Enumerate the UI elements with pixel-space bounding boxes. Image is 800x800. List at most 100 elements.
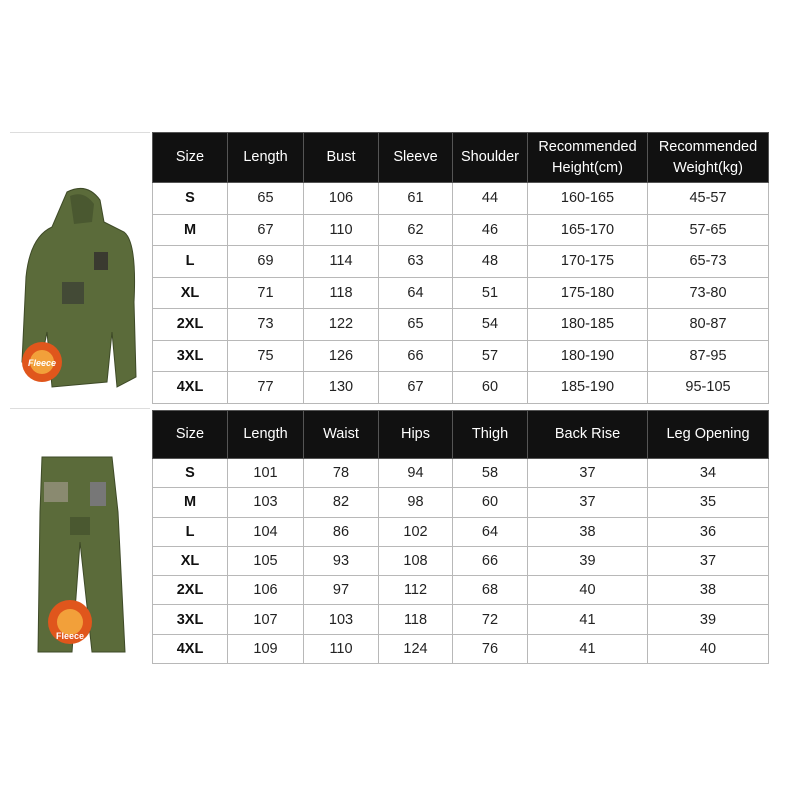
measurement-cell: 108 xyxy=(378,545,453,577)
size-cell: 3XL xyxy=(152,339,228,372)
measurement-cell: 34 xyxy=(647,457,769,489)
measurement-cell: 124 xyxy=(378,633,453,665)
measurement-cell: 65-73 xyxy=(647,245,769,278)
size-cell: 4XL xyxy=(152,633,228,665)
measurement-cell: 170-175 xyxy=(527,245,648,278)
measurement-cell: 68 xyxy=(452,575,528,606)
measurement-cell: 87-95 xyxy=(647,339,769,372)
measurement-cell: 40 xyxy=(527,575,648,606)
measurement-cell: 165-170 xyxy=(527,213,648,246)
measurement-cell: 101 xyxy=(227,457,304,489)
measurement-cell: 185-190 xyxy=(527,371,648,404)
divider xyxy=(10,408,150,409)
table-row: L 69 114 63 48 170-175 65-73 xyxy=(152,245,769,278)
size-cell: L xyxy=(152,516,228,547)
table-row: XL 105 93 108 66 39 37 xyxy=(152,545,769,577)
measurement-cell: 63 xyxy=(378,245,453,278)
pants-size-table: Size Length Waist Hips Thigh Back Rise Leg Ope… xyxy=(152,410,769,665)
table-row: 4XL 77 130 67 60 185-190 95-105 xyxy=(152,371,769,404)
column-header: Size xyxy=(152,410,228,459)
measurement-cell: 73 xyxy=(227,308,304,341)
measurement-cell: 54 xyxy=(452,308,528,341)
measurement-cell: 37 xyxy=(647,545,769,577)
measurement-cell: 94 xyxy=(378,457,453,489)
measurement-cell: 180-190 xyxy=(527,339,648,372)
size-cell: 3XL xyxy=(152,604,228,635)
measurement-cell: 62 xyxy=(378,213,453,246)
measurement-cell: 66 xyxy=(452,545,528,577)
column-header: Length xyxy=(227,132,304,183)
measurement-cell: 39 xyxy=(527,545,648,577)
column-header: Sleeve xyxy=(378,132,453,183)
measurement-cell: 64 xyxy=(452,516,528,547)
measurement-cell: 103 xyxy=(227,487,304,518)
measurement-cell: 41 xyxy=(527,604,648,635)
size-cell: L xyxy=(152,245,228,278)
measurement-cell: 37 xyxy=(527,457,648,489)
measurement-cell: 57 xyxy=(452,339,528,372)
table-row: 4XL 109 110 124 76 41 40 xyxy=(152,633,769,665)
measurement-cell: 37 xyxy=(527,487,648,518)
size-cell: XL xyxy=(152,545,228,577)
measurement-cell: 118 xyxy=(303,276,379,309)
measurement-cell: 44 xyxy=(452,182,528,215)
table-row: 2XL 73 122 65 54 180-185 80-87 xyxy=(152,308,769,341)
measurement-cell: 60 xyxy=(452,371,528,404)
column-header: Waist xyxy=(303,410,379,459)
measurement-cell: 66 xyxy=(378,339,453,372)
measurement-cell: 46 xyxy=(452,213,528,246)
column-header: Thigh xyxy=(452,410,528,459)
measurement-cell: 72 xyxy=(452,604,528,635)
table-row: XL 71 118 64 51 175-180 73-80 xyxy=(152,276,769,309)
measurement-cell: 38 xyxy=(527,516,648,547)
measurement-cell: 80-87 xyxy=(647,308,769,341)
size-cell: S xyxy=(152,182,228,215)
table-row: S 65 106 61 44 160-165 45-57 xyxy=(152,182,769,215)
measurement-cell: 40 xyxy=(647,633,769,665)
measurement-cell: 65 xyxy=(378,308,453,341)
size-cell: 4XL xyxy=(152,371,228,404)
column-header: Bust xyxy=(303,132,379,183)
measurement-cell: 118 xyxy=(378,604,453,635)
fleece-badge: Fleece xyxy=(56,631,84,641)
measurement-cell: 95-105 xyxy=(647,371,769,404)
jacket-image: Fleece xyxy=(21,187,137,388)
measurement-cell: 160-165 xyxy=(527,182,648,215)
divider xyxy=(10,132,150,133)
measurement-cell: 110 xyxy=(303,213,379,246)
pants-image: Fleece xyxy=(37,456,126,653)
column-header: Leg Opening xyxy=(647,410,769,459)
column-header: Hips xyxy=(378,410,453,459)
measurement-cell: 130 xyxy=(303,371,379,404)
table-header-row: Size Length Bust Sleeve Shoulder Recommended … xyxy=(152,132,769,183)
measurement-cell: 38 xyxy=(647,575,769,606)
measurement-cell: 77 xyxy=(227,371,304,404)
measurement-cell: 69 xyxy=(227,245,304,278)
table-header-row: Size Length Waist Hips Thigh Back Rise Leg Ope… xyxy=(152,410,769,459)
size-cell: XL xyxy=(152,276,228,309)
measurement-cell: 67 xyxy=(227,213,304,246)
size-cell: S xyxy=(152,457,228,489)
measurement-cell: 64 xyxy=(378,276,453,309)
measurement-cell: 78 xyxy=(303,457,379,489)
measurement-cell: 93 xyxy=(303,545,379,577)
measurement-cell: 105 xyxy=(227,545,304,577)
size-cell: M xyxy=(152,213,228,246)
table-row: 3XL 107 103 118 72 41 39 xyxy=(152,604,769,635)
measurement-cell: 102 xyxy=(378,516,453,547)
measurement-cell: 58 xyxy=(452,457,528,489)
measurement-cell: 51 xyxy=(452,276,528,309)
measurement-cell: 76 xyxy=(452,633,528,665)
measurement-cell: 106 xyxy=(303,182,379,215)
size-cell: 2XL xyxy=(152,308,228,341)
measurement-cell: 45-57 xyxy=(647,182,769,215)
measurement-cell: 122 xyxy=(303,308,379,341)
measurement-cell: 61 xyxy=(378,182,453,215)
measurement-cell: 48 xyxy=(452,245,528,278)
measurement-cell: 57-65 xyxy=(647,213,769,246)
measurement-cell: 126 xyxy=(303,339,379,372)
column-header: Size xyxy=(152,132,228,183)
measurement-cell: 107 xyxy=(227,604,304,635)
measurement-cell: 67 xyxy=(378,371,453,404)
measurement-cell: 75 xyxy=(227,339,304,372)
